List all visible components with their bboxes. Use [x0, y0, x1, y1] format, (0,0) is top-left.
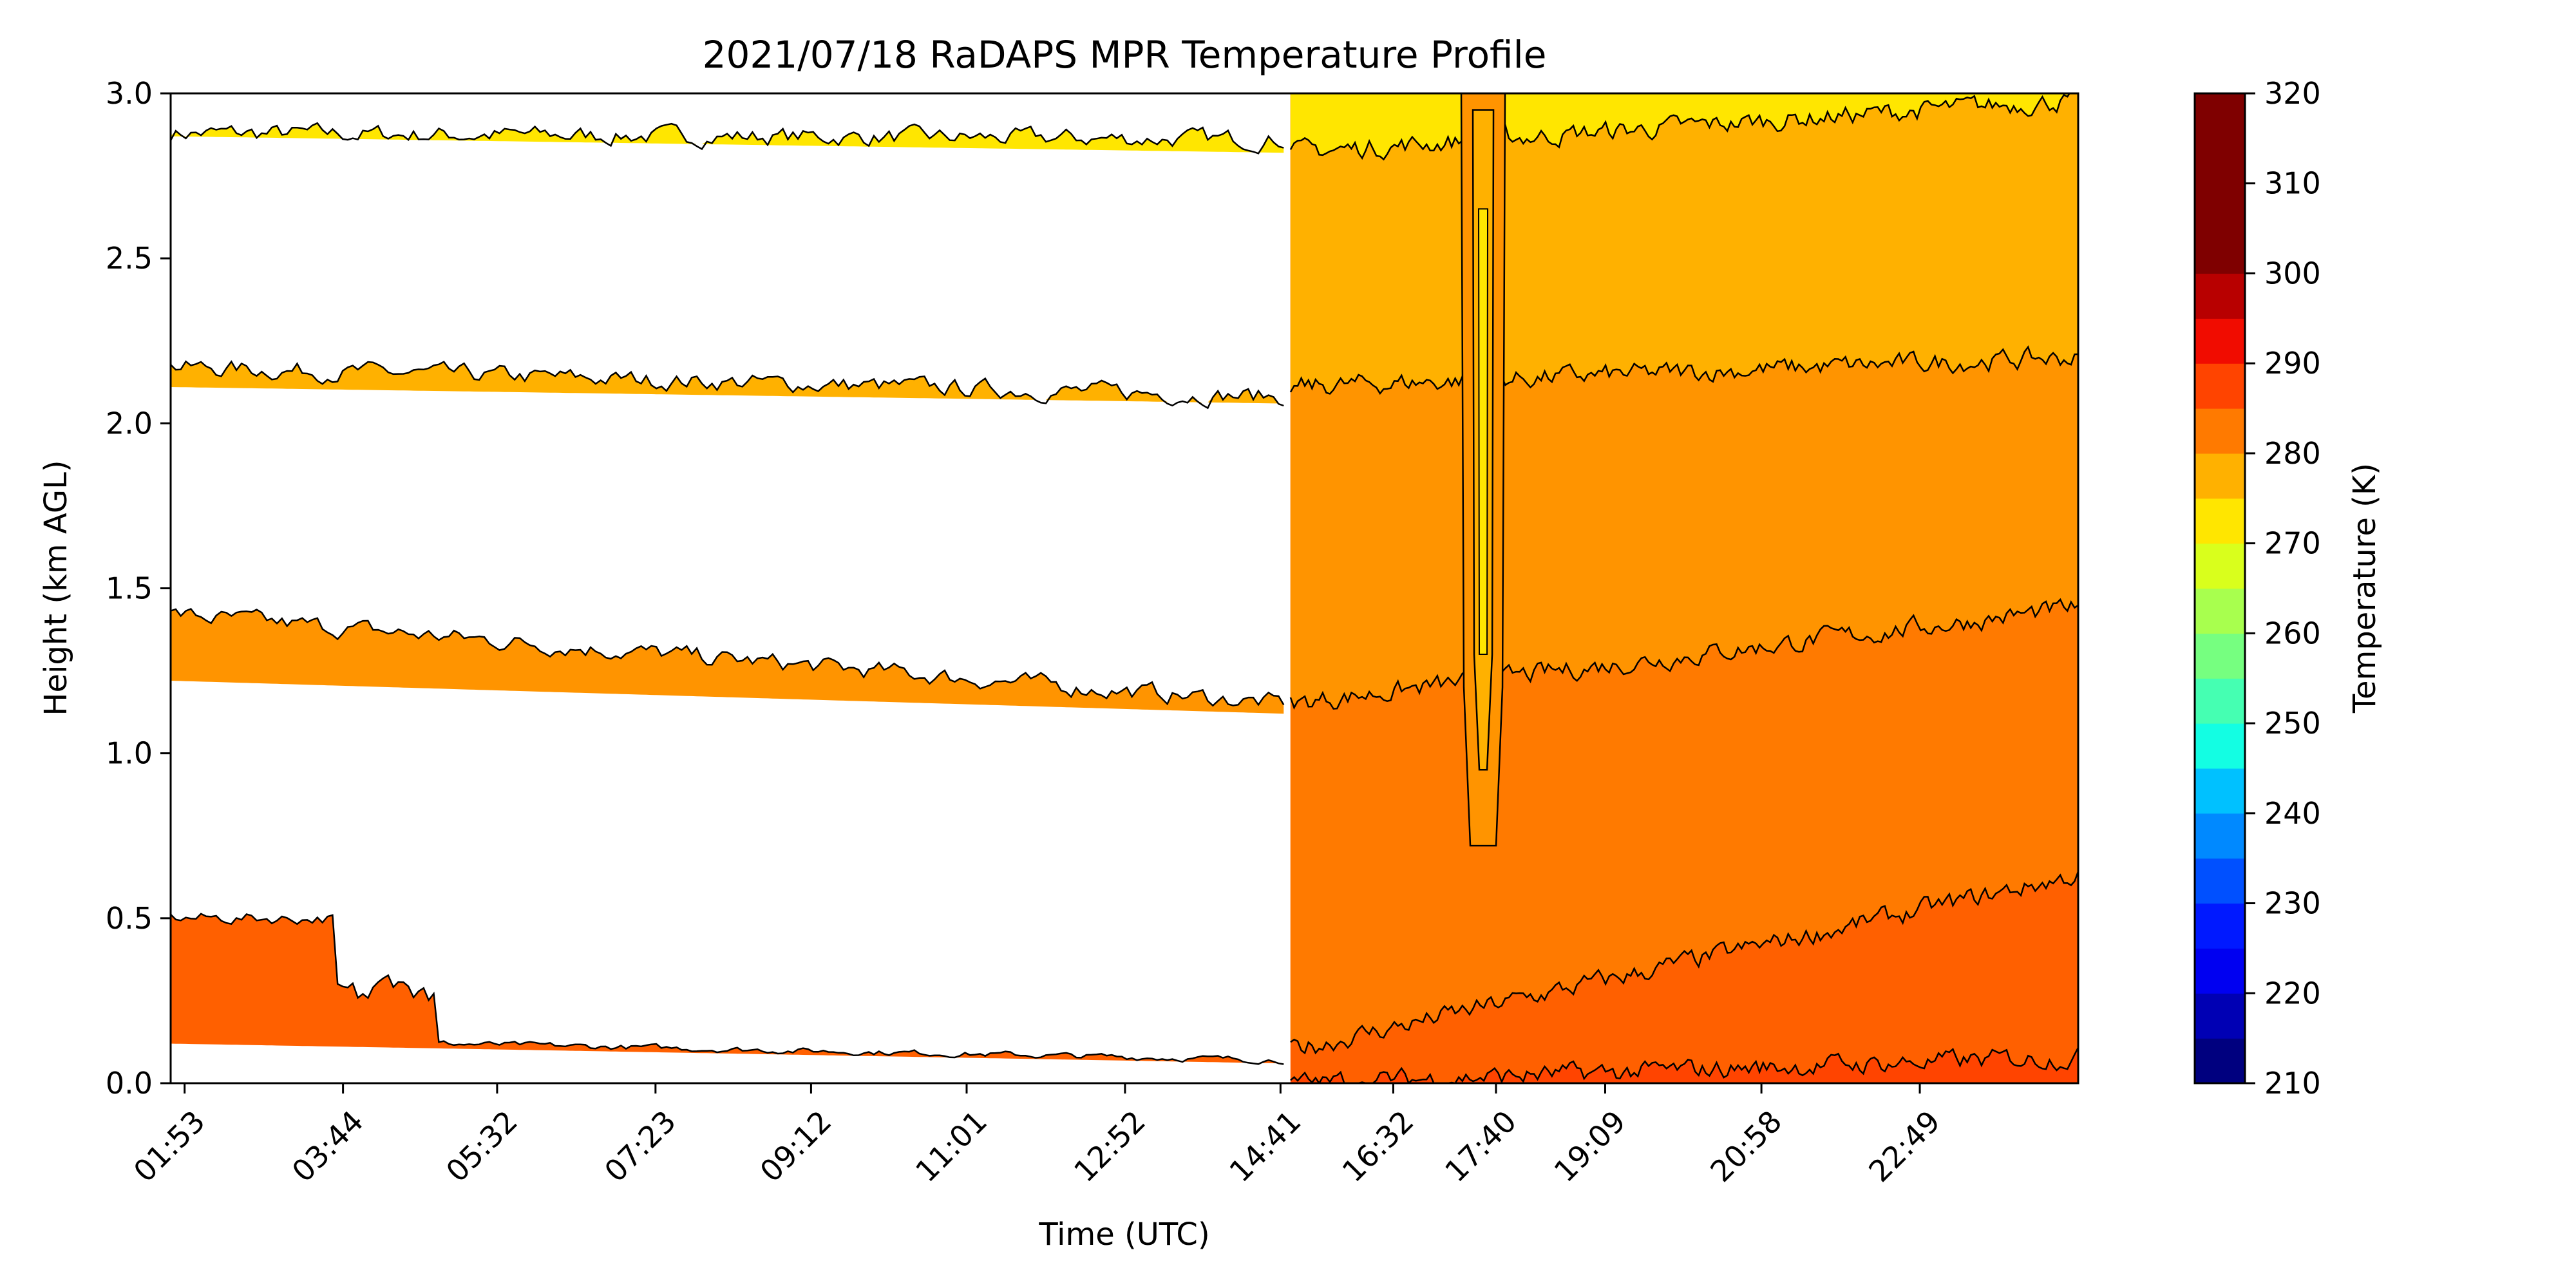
colorbar-swatch [2195, 723, 2245, 769]
colorbar-tick-label: 270 [2264, 526, 2321, 561]
colorbar-swatch [2195, 543, 2245, 589]
plot-area [169, 92, 2079, 1084]
colorbar-tick-label: 230 [2264, 886, 2321, 921]
x-tick-label: 19:09 [1548, 1104, 1633, 1189]
x-tick-label: 05:32 [439, 1104, 524, 1189]
contour-line-300 [171, 913, 1284, 1065]
x-tick-label: 22:49 [1862, 1104, 1947, 1189]
colorbar-swatch [2195, 1038, 2245, 1084]
y-tick-label: 1.0 [106, 736, 153, 771]
colorbar-tick-label: 250 [2264, 706, 2321, 741]
colorbar-swatch [2195, 858, 2245, 904]
contour-line-290 [171, 607, 1285, 707]
colorbar-swatch [2195, 228, 2245, 274]
contour-line-285 [171, 360, 1284, 410]
colorbar-tick-label: 280 [2264, 436, 2321, 471]
x-tick-label: 12:52 [1067, 1104, 1152, 1189]
colorbar-swatch [2195, 453, 2245, 499]
colorbar-swatch [2195, 183, 2245, 229]
contour-line-280 [1289, 93, 2070, 161]
x-tick-label: 11:01 [909, 1104, 994, 1189]
colorbar-swatch [2195, 588, 2245, 634]
colorbar-title: Temperature (K) [2347, 463, 2383, 714]
colorbar-tick-label: 310 [2264, 166, 2321, 201]
colorbar-tick-label: 220 [2264, 976, 2321, 1010]
colorbar-tick-label: 210 [2264, 1066, 2321, 1101]
x-tick-label: 17:40 [1438, 1104, 1523, 1189]
chart-title: 2021/07/18 RaDAPS MPR Temperature Profil… [703, 33, 1547, 77]
x-axis: 01:53 03:44 05:32 07:23 09:12 11:01 12:52 14:41… [127, 1083, 1947, 1189]
contour-line-295 [1290, 871, 2078, 1055]
y-tick-label: 0.0 [106, 1066, 153, 1101]
colorbar-tick-label: 290 [2264, 346, 2321, 381]
x-tick-label: 07:23 [598, 1104, 683, 1189]
contour-band-280 [171, 123, 1284, 153]
contour-line-280 [171, 122, 1284, 155]
colorbar-swatch [2195, 138, 2245, 184]
x-tick-label: 03:44 [285, 1104, 370, 1189]
contour-lines [171, 93, 2078, 1083]
colorbar-swatch [2195, 813, 2245, 859]
contour-line-300 [1290, 1047, 2078, 1083]
x-axis-title: Time (UTC) [1038, 1217, 1209, 1253]
colorbar-tick-label: 240 [2264, 796, 2321, 831]
x-tick-label: 14:41 [1223, 1104, 1308, 1189]
colorbar-swatch [2195, 408, 2245, 454]
x-tick-label: 09:12 [753, 1104, 838, 1189]
x-tick-label: 20:58 [1703, 1104, 1788, 1189]
colorbar-swatch [2195, 903, 2245, 949]
contour-line-285 [1289, 345, 2078, 395]
contour-line-290 [1289, 598, 2078, 710]
contour-band-300 [171, 913, 1284, 1064]
y-tick-label: 2.5 [106, 241, 153, 276]
colorbar-swatch [2195, 678, 2245, 724]
colorbar-tick-label: 260 [2264, 616, 2321, 650]
colorbar-swatch [2195, 498, 2245, 544]
y-axis: 0.0 0.5 1.0 1.5 2.0 2.5 3.0 [106, 76, 171, 1101]
colorbar-swatch [2195, 363, 2245, 409]
y-tick-label: 1.5 [106, 571, 153, 606]
colorbar-swatch [2195, 993, 2245, 1039]
x-tick-label: 01:53 [127, 1104, 212, 1189]
spike-core-band [1478, 208, 1489, 655]
y-tick-label: 0.5 [106, 901, 153, 936]
colorbar-tick-label: 300 [2264, 256, 2321, 290]
colorbar-swatch [2195, 318, 2245, 364]
contour-band-290 [171, 609, 1284, 714]
colorbar: 210 220 230 240 250 260 270 280 290 300 310 320 [2193, 76, 2321, 1101]
colorbar-swatch [2195, 948, 2245, 994]
y-tick-label: 2.0 [106, 406, 153, 440]
colorbar-swatch [2195, 633, 2245, 679]
colorbar-frame [2193, 92, 2246, 1084]
colorbar-tick-label: 320 [2264, 76, 2321, 111]
colorbar-swatch [2195, 768, 2245, 814]
colorbar-swatch [2195, 93, 2245, 139]
colorbar-swatch [2195, 273, 2245, 319]
x-tick-label: 16:32 [1336, 1104, 1421, 1189]
y-tick-label: 3.0 [106, 76, 153, 111]
contour-band-285 [171, 361, 1284, 404]
y-axis-title: Height (km AGL) [38, 460, 74, 715]
